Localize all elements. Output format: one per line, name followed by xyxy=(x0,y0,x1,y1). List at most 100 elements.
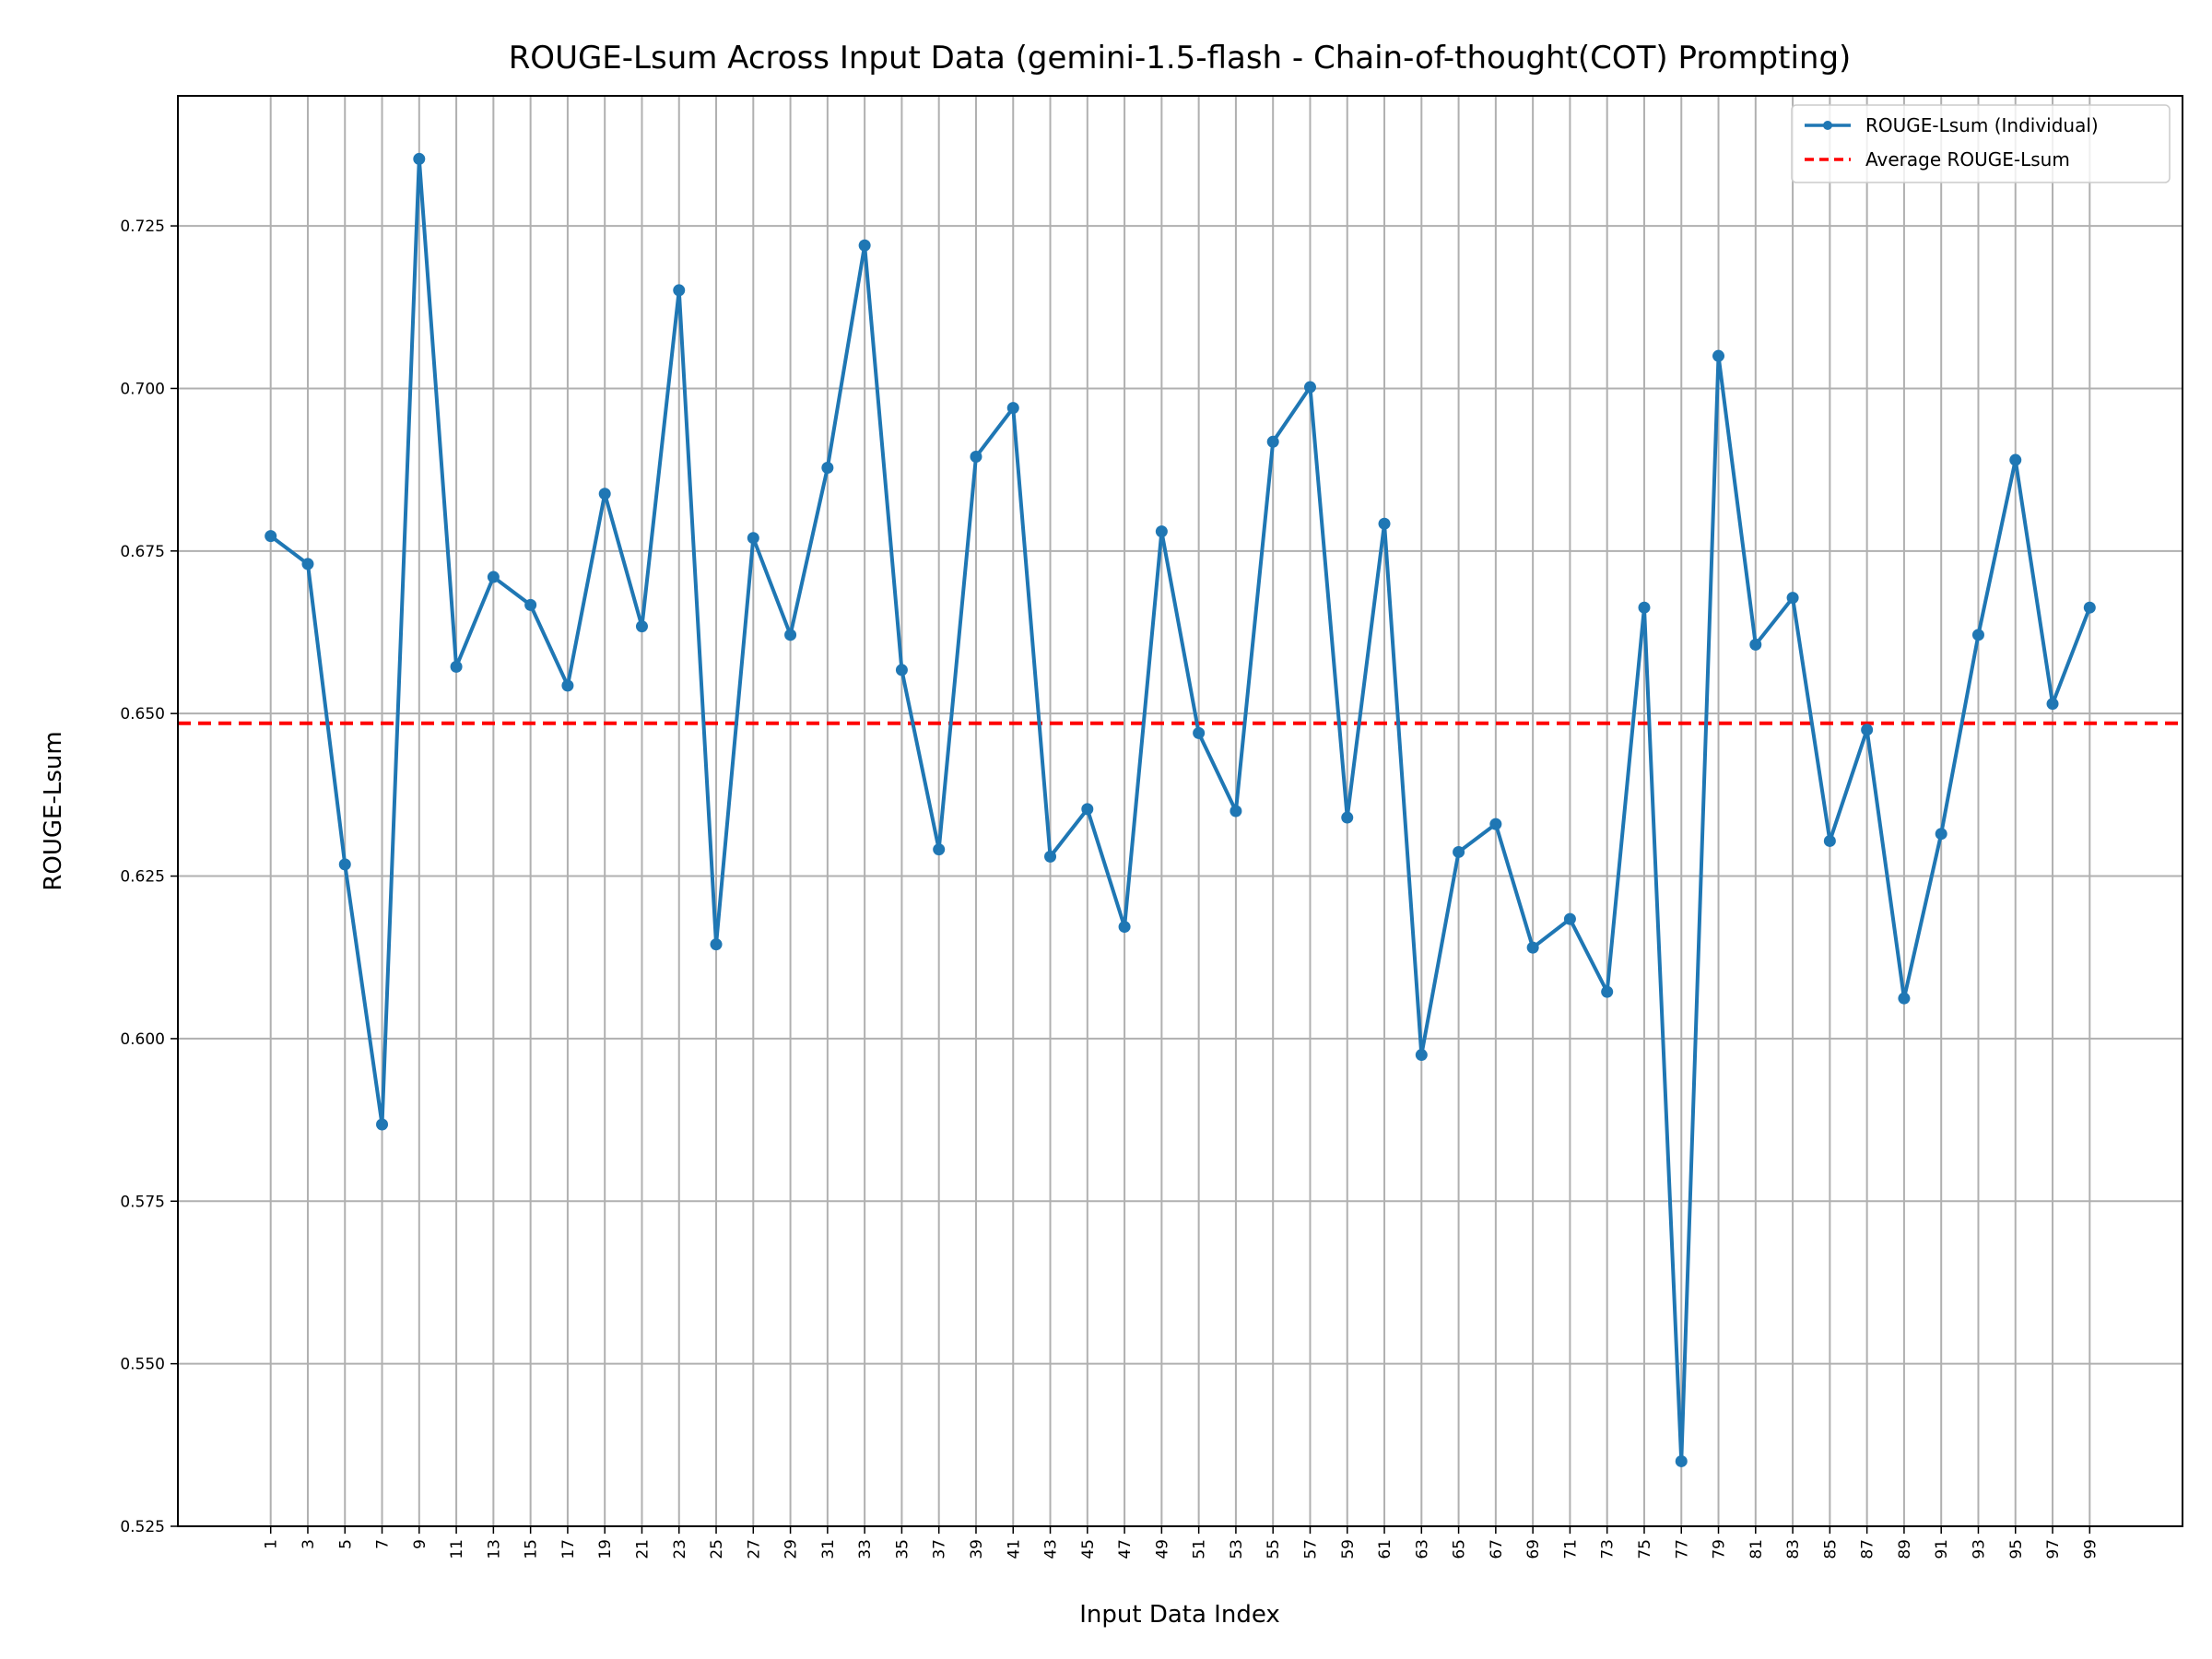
data-point xyxy=(1971,629,1984,641)
x-tick-label: 1 xyxy=(263,1539,281,1549)
data-point xyxy=(1006,402,1019,415)
data-point xyxy=(1823,834,1836,847)
data-point xyxy=(413,152,426,165)
y-tick-label: 0.600 xyxy=(120,1030,165,1049)
y-tick-label: 0.625 xyxy=(120,868,165,887)
data-point xyxy=(1266,435,1279,448)
x-tick-label: 89 xyxy=(1896,1539,1914,1559)
data-point xyxy=(2046,698,2059,711)
data-point xyxy=(635,620,648,633)
x-tick-label: 43 xyxy=(1042,1539,1061,1559)
legend-label-average: Average ROUGE-Lsum xyxy=(1865,148,2070,171)
data-point xyxy=(1415,1049,1428,1062)
y-axis-ticks: 0.525 0.550 0.575 0.600 0.625 0.650 0.675 0.700… xyxy=(120,218,178,1536)
grid-lines xyxy=(178,96,2183,1526)
data-point xyxy=(1786,592,1799,605)
x-tick-label: 45 xyxy=(1079,1539,1098,1559)
data-point xyxy=(1526,941,1539,954)
x-tick-label: 87 xyxy=(1859,1539,1877,1559)
data-point xyxy=(1749,638,1762,651)
y-axis-label: ROUGE-Lsum xyxy=(40,731,67,890)
data-point xyxy=(858,239,871,252)
data-point xyxy=(1638,601,1651,614)
x-axis-ticks: 1 3 5 7 9 11 13 15 17 19 21 23 25 27 29 31 33 35 37 39 41 43 4… xyxy=(263,1526,2100,1559)
x-tick-label: 15 xyxy=(523,1539,541,1559)
x-tick-label: 17 xyxy=(559,1539,578,1559)
series-layer xyxy=(265,152,2096,1467)
data-point xyxy=(1303,381,1316,394)
x-tick-label: 31 xyxy=(819,1539,838,1559)
y-tick-label: 0.575 xyxy=(120,1193,165,1211)
data-point xyxy=(784,629,797,641)
data-point xyxy=(265,530,277,543)
legend-marker-individual xyxy=(1823,121,1832,130)
data-point xyxy=(561,679,574,692)
x-tick-label: 51 xyxy=(1191,1539,1209,1559)
x-tick-label: 41 xyxy=(1005,1539,1023,1559)
data-point xyxy=(710,938,723,951)
x-tick-label: 13 xyxy=(485,1539,503,1559)
data-point xyxy=(1341,811,1354,824)
x-tick-label: 21 xyxy=(633,1539,652,1559)
data-point xyxy=(376,1118,389,1131)
data-point xyxy=(673,284,686,297)
data-point xyxy=(598,488,611,500)
data-point xyxy=(1898,992,1911,1005)
x-tick-label: 49 xyxy=(1153,1539,1171,1559)
data-point xyxy=(338,858,351,871)
y-tick-label: 0.650 xyxy=(120,705,165,724)
data-point xyxy=(1155,525,1168,538)
x-tick-label: 23 xyxy=(671,1539,689,1559)
x-tick-label: 47 xyxy=(1116,1539,1135,1559)
y-tick-label: 0.675 xyxy=(120,543,165,561)
legend-label-individual: ROUGE-Lsum (Individual) xyxy=(1865,114,2099,136)
y-tick-label: 0.550 xyxy=(120,1356,165,1374)
data-point xyxy=(2009,453,2022,466)
data-point xyxy=(970,451,982,464)
data-point xyxy=(821,462,834,475)
x-tick-label: 59 xyxy=(1339,1539,1358,1559)
legend-box xyxy=(1791,104,2171,183)
data-point xyxy=(1044,850,1057,863)
chart-title: ROUGE-Lsum Across Input Data (gemini-1.5… xyxy=(509,40,1852,76)
x-tick-label: 33 xyxy=(856,1539,875,1559)
x-tick-label: 71 xyxy=(1561,1539,1580,1559)
data-point xyxy=(301,558,314,571)
data-point xyxy=(1675,1454,1688,1467)
x-tick-label: 3 xyxy=(300,1539,318,1549)
x-tick-label: 75 xyxy=(1636,1539,1654,1559)
x-tick-label: 11 xyxy=(448,1539,466,1559)
y-tick-label: 0.525 xyxy=(120,1518,165,1536)
x-axis-label: Input Data Index xyxy=(1079,1601,1280,1629)
x-tick-label: 27 xyxy=(745,1539,763,1559)
x-tick-label: 19 xyxy=(596,1539,615,1559)
data-point xyxy=(1712,349,1725,362)
x-tick-label: 25 xyxy=(708,1539,726,1559)
data-point xyxy=(1230,805,1242,818)
x-tick-label: 93 xyxy=(1970,1539,1988,1559)
data-point xyxy=(1118,921,1131,934)
x-tick-label: 61 xyxy=(1376,1539,1394,1559)
x-tick-label: 65 xyxy=(1451,1539,1469,1559)
x-tick-label: 55 xyxy=(1265,1539,1283,1559)
data-point xyxy=(487,571,500,583)
x-tick-label: 67 xyxy=(1488,1539,1506,1559)
data-point xyxy=(1861,724,1874,736)
data-point xyxy=(1601,985,1614,998)
data-point xyxy=(1193,726,1206,739)
x-tick-label: 83 xyxy=(1784,1539,1803,1559)
data-point xyxy=(1378,517,1391,530)
x-tick-label: 39 xyxy=(968,1539,986,1559)
x-tick-label: 95 xyxy=(2007,1539,2026,1559)
data-point xyxy=(2083,601,2096,614)
legend: ROUGE-Lsum (Individual) Average ROUGE-Ls… xyxy=(1791,104,2171,183)
x-tick-label: 79 xyxy=(1711,1539,1729,1559)
x-tick-label: 37 xyxy=(931,1539,949,1559)
x-tick-label: 5 xyxy=(336,1539,355,1549)
x-tick-label: 97 xyxy=(2044,1539,2063,1559)
x-tick-label: 81 xyxy=(1747,1539,1766,1559)
x-tick-label: 85 xyxy=(1821,1539,1840,1559)
x-tick-label: 35 xyxy=(893,1539,912,1559)
